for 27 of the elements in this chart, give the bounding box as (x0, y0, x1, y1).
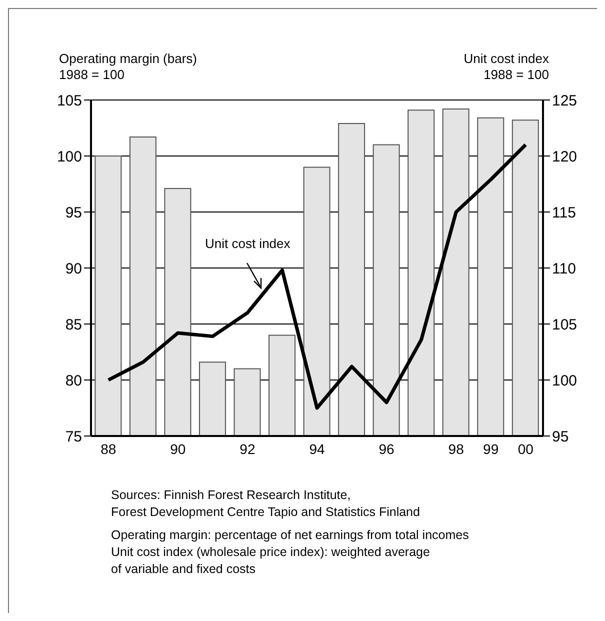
y2-tick-label: 105 (552, 316, 578, 334)
x-tick-label: 88 (100, 440, 116, 457)
y2-tick-label: 110 (552, 260, 576, 278)
series-label: Unit cost index (205, 236, 290, 251)
source-note: Sources: Finnish Forest Research Institute, Forest Development Centre Tapio and Statistics Finland (111, 487, 421, 521)
y2-tick-label: 125 (552, 92, 578, 110)
y2-tick-label: 95 (552, 428, 569, 446)
x-tick-label: 00 (518, 440, 534, 457)
x-tick-label: 98 (448, 440, 464, 457)
y2-tick-label: 115 (552, 204, 576, 222)
x-tick-label: 96 (378, 440, 395, 457)
y-tick-label: 80 (65, 372, 82, 390)
text: Operating margin: percentage of net earnings from total incomes Unit cost index (wholesale price index): weighted average of variable and fixed costs (111, 527, 469, 578)
y2-tick-label: 100 (552, 372, 578, 390)
x-tick-label: 99 (483, 440, 499, 457)
y-tick-label: 90 (65, 260, 82, 278)
y-tick-label: 100 (56, 148, 82, 166)
y-tick-label: 105 (56, 92, 82, 110)
y2-tick-label: 120 (552, 148, 578, 166)
x-tick-label: 92 (240, 440, 256, 457)
y-axis-title: Operating margin (bars) 1988 = 100 (59, 51, 197, 83)
x-tick-label: 94 (309, 440, 325, 457)
y-tick-label: 85 (65, 316, 82, 334)
y2-axis-title: Unit cost index 1988 = 100 (464, 51, 549, 83)
x-tick-label: 90 (170, 440, 186, 457)
y-tick-label: 75 (65, 428, 82, 446)
y-tick-label: 95 (65, 204, 82, 222)
